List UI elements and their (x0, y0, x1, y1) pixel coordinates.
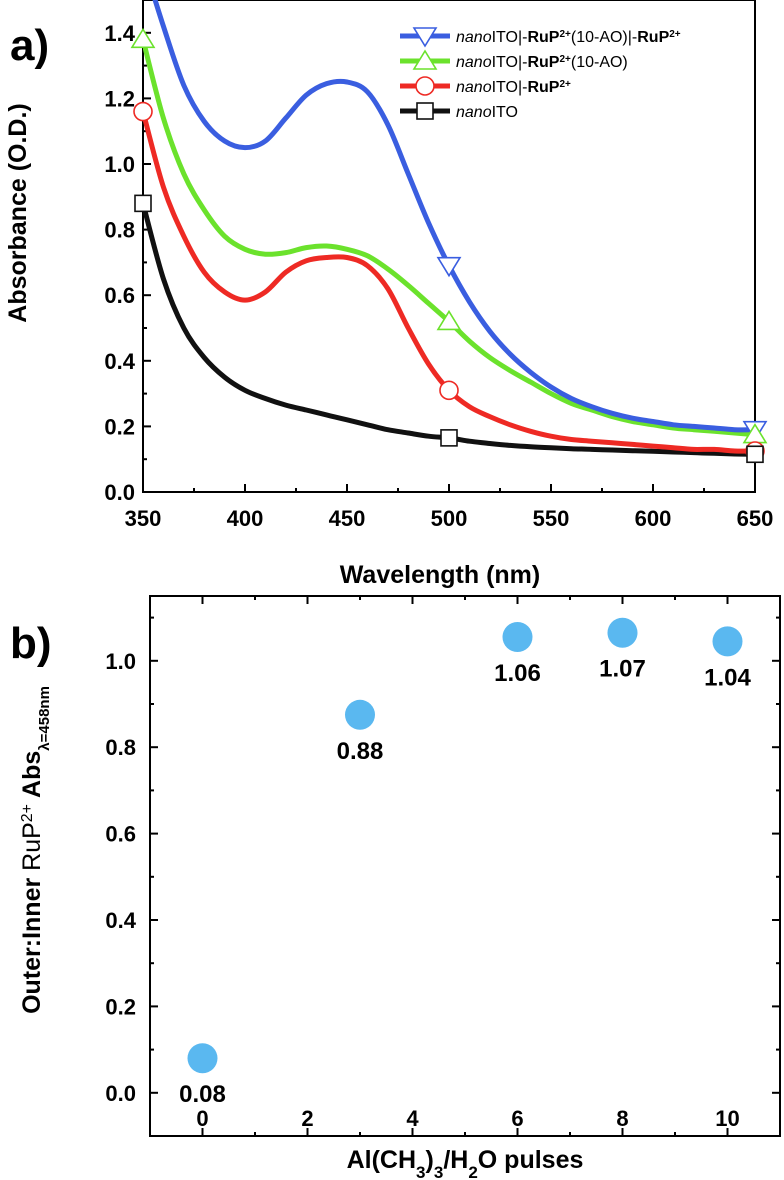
series-marker-square (134, 194, 152, 213)
series-line-triangle-up (143, 38, 755, 438)
panel-b-x-tick-label: 6 (511, 1106, 523, 1131)
panel-b-x-axis-label: Al(CH3)3/H2O pulses (347, 1146, 584, 1180)
panel-b-x-tick-label: 8 (616, 1106, 628, 1131)
panel-a-y-tick-label: 1.0 (104, 152, 135, 177)
panel-a-y-axis-label: Absorbance (O.D.) (4, 103, 32, 322)
panel-a-y-tick-label: 1.4 (104, 21, 135, 46)
series-marker-square (746, 445, 764, 464)
panel-b-ticks: 0 2 4 6 8 10 0.0 0.2 0.4 0.6 0.8 1.0 (105, 596, 781, 1137)
panel-b: b) 0 2 4 6 8 10 0.0 0.2 0.4 0.6 0.8 1.0 0.08 0.88 1.0… (10, 595, 781, 1180)
scatter-point (712, 626, 743, 657)
panel-b-y-tick-label: 0.0 (105, 1081, 136, 1106)
legend-swatch-marker (412, 49, 438, 70)
panel-a-markers (130, 27, 768, 464)
series-line-circle (143, 110, 755, 454)
series-marker-triangle-up (436, 309, 462, 331)
legend-entry-label: nanoITO (456, 104, 518, 121)
legend-swatch-marker (416, 102, 434, 120)
panel-a-y-tick-label: 0.4 (104, 349, 135, 374)
panel-b-y-tick-label: 0.6 (105, 822, 136, 847)
panel-a-x-tick-label: 500 (431, 506, 468, 531)
panel-b-y-axis-label: Outer:Inner RuP2+ Absλ=458nm (18, 686, 53, 1014)
legend-swatch-marker (412, 27, 438, 48)
scatter-point-label: 0.08 (179, 1081, 226, 1108)
series-marker-square (440, 429, 458, 447)
panel-a-x-tick-label: 550 (533, 506, 570, 531)
scatter-point (345, 699, 375, 730)
series-marker-circle (439, 380, 459, 401)
panel-b-x-tick-label: 4 (406, 1106, 419, 1131)
series-marker-circle (133, 101, 153, 122)
scatter-point (502, 622, 533, 653)
panel-b-y-tick-label: 0.2 (105, 994, 136, 1019)
panel-a-label: a) (10, 21, 49, 70)
panel-a: a) 350 400 450 500 550 600 650 0.0 0.2 0.4 0.6 0.8 1… (4, 0, 773, 589)
panel-b-y-tick-label: 1.0 (105, 649, 136, 674)
panel-b-x-tick-label: 2 (301, 1106, 313, 1131)
panel-a-ticks: 350 400 450 500 550 600 650 0.0 0.2 0.4 0.6 0.8 1.0 1… (104, 21, 773, 531)
panel-b-plot-frame (149, 595, 781, 1137)
scatter-point-label: 1.04 (704, 664, 751, 691)
panel-b-y-tick-label: 0.8 (105, 735, 136, 760)
series-line-triangle-down (152, 0, 755, 433)
panel-a-x-tick-label: 600 (635, 506, 672, 531)
panel-b-x-tick-label: 0 (196, 1106, 208, 1131)
panel-b-y-tick-label: 0.4 (105, 908, 136, 933)
legend-entry-label: nanoITO|-RuP2+(10-AO)|-RuP2+ (456, 29, 681, 47)
scatter-point-label: 1.06 (494, 660, 541, 687)
series-marker-triangle-up (130, 27, 156, 49)
panel-a-x-tick-label: 450 (329, 506, 366, 531)
legend-entry-label: nanoITO|-RuP2+(10-AO) (456, 54, 628, 72)
panel-b-label: b) (10, 619, 52, 668)
legend-entry-label: nanoITO|-RuP2+ (456, 79, 571, 97)
panel-a-x-axis-label: Wavelength (nm) (340, 561, 540, 589)
scatter-point-label: 1.07 (599, 656, 646, 683)
panel-a-y-tick-label: 0.8 (104, 218, 135, 243)
legend-swatch-marker (415, 76, 435, 96)
panel-b-x-tick-label: 10 (715, 1106, 739, 1131)
panel-a-x-tick-label: 350 (125, 506, 162, 531)
panel-b-points: 0.08 0.88 1.06 1.07 1.04 (179, 617, 752, 1108)
panel-a-x-tick-label: 400 (227, 506, 264, 531)
panel-a-y-tick-label: 0.2 (104, 414, 135, 439)
scatter-point-label: 0.88 (337, 738, 384, 765)
panel-a-legend: nanoITO|-RuP2+(10-AO)|-RuP2+ nanoITO|-RuP… (400, 27, 681, 121)
panel-a-y-tick-label: 0.6 (104, 283, 135, 308)
panel-a-x-tick-label: 650 (737, 506, 774, 531)
panel-a-y-tick-label: 1.2 (104, 86, 135, 111)
scatter-point (607, 617, 638, 648)
series-marker-triangle-down (436, 256, 462, 278)
panel-a-y-tick-label: 0.0 (104, 480, 135, 505)
scatter-point (187, 1043, 218, 1074)
